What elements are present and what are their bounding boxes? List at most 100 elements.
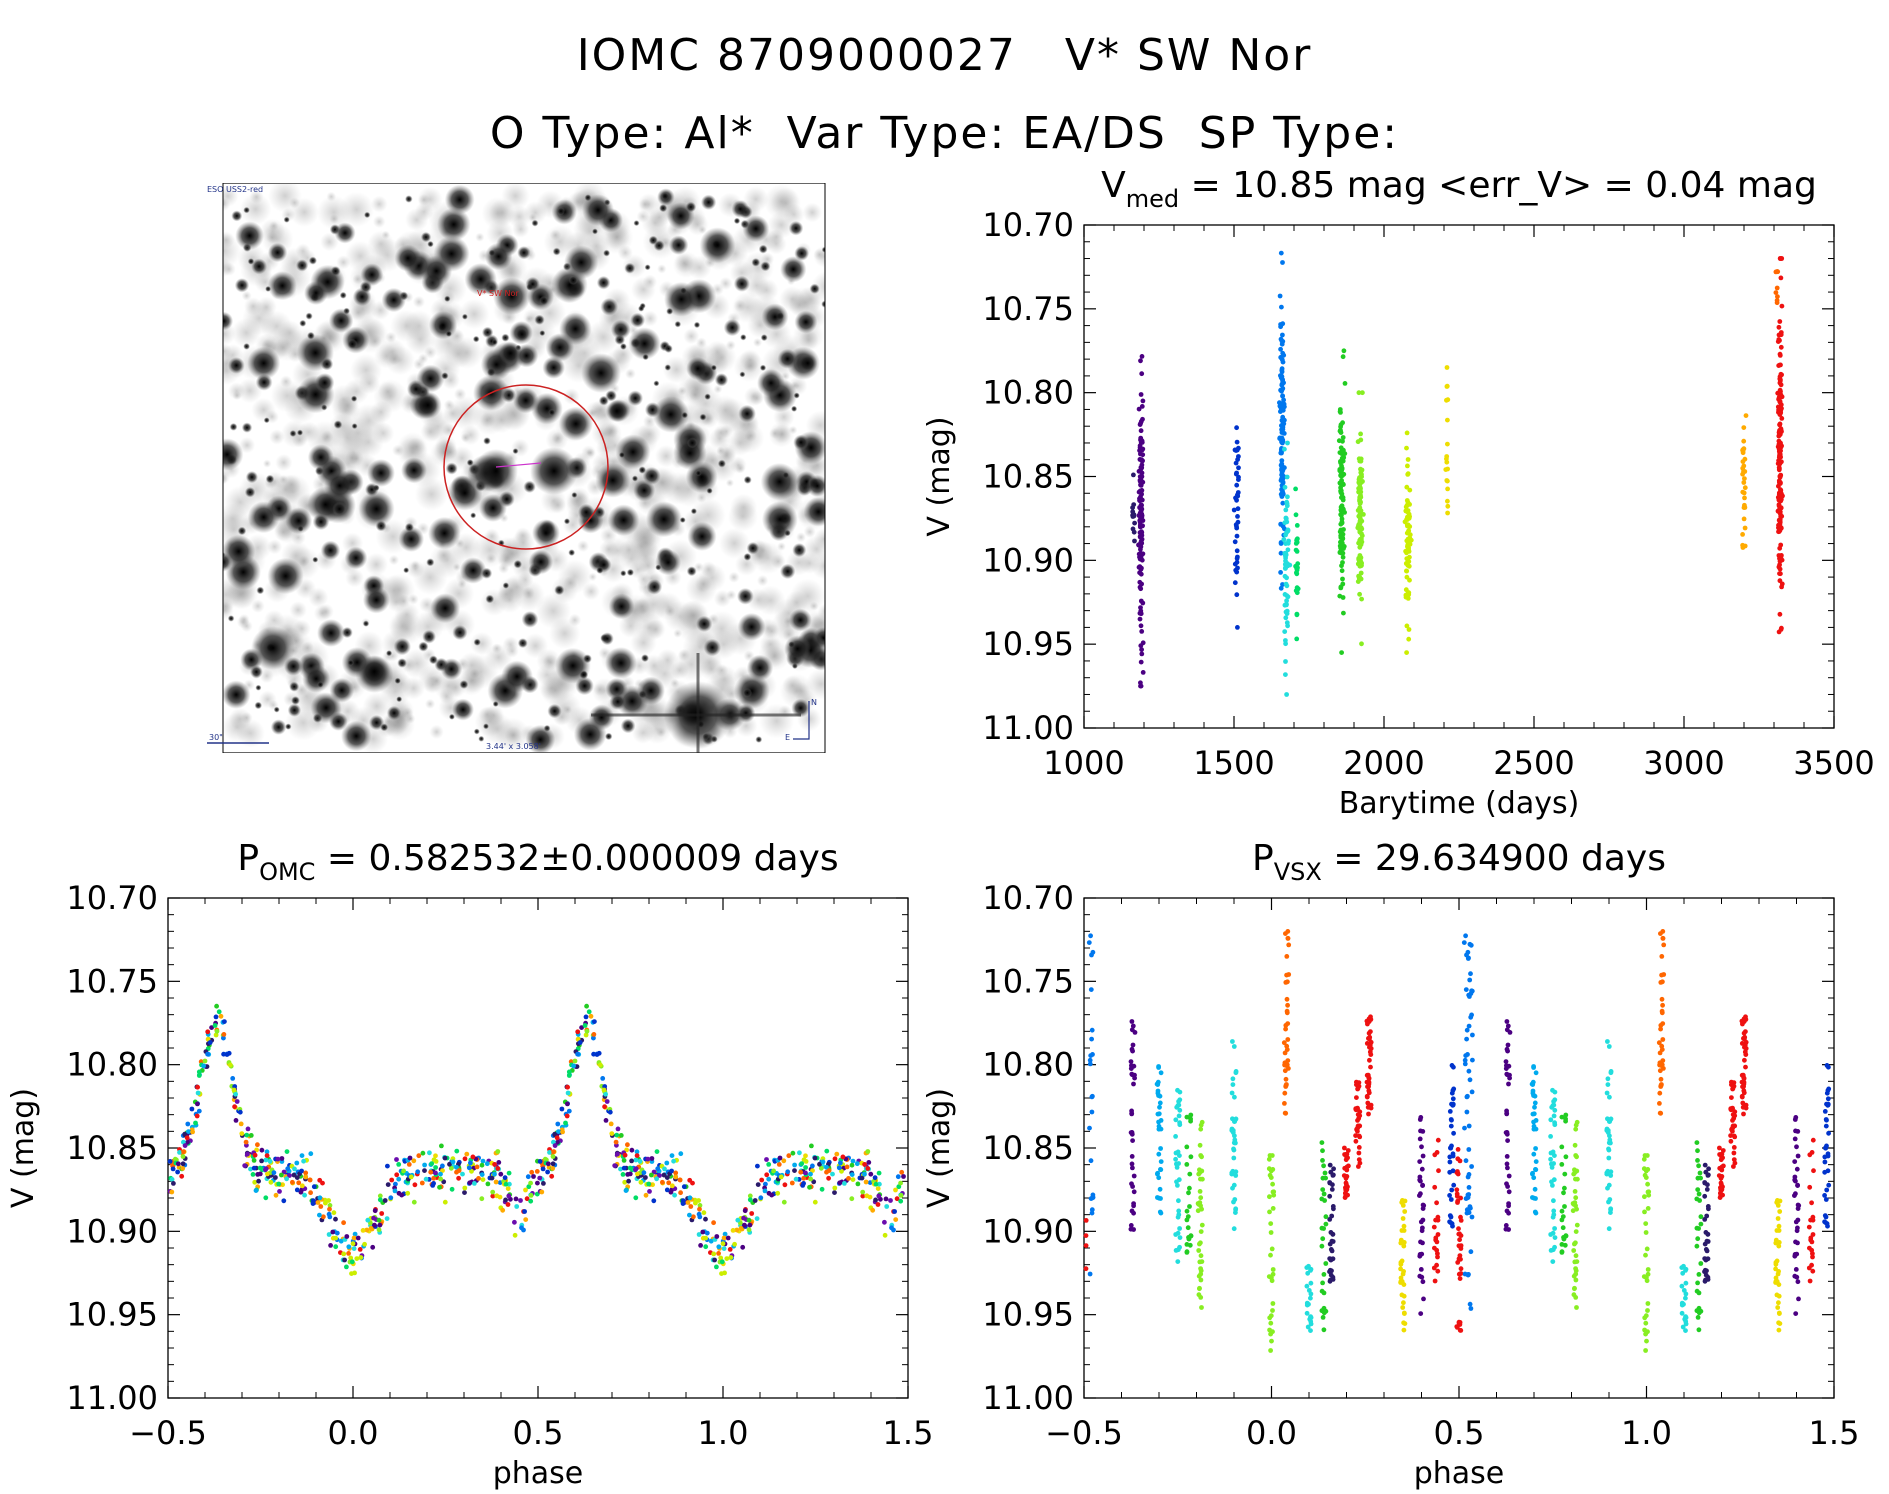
data-point [1139,474,1145,479]
data-point [287,1173,292,1178]
data-point [1550,1183,1555,1188]
data-point [1467,977,1473,983]
data-point [1795,1202,1801,1208]
data-point [1177,1122,1183,1128]
data-point [1356,1164,1361,1169]
data-point [1562,1242,1568,1248]
star [404,522,414,532]
data-point [1277,293,1283,299]
data-point [255,1172,261,1177]
data-point [1810,1232,1816,1237]
data-point [378,1221,384,1226]
data-point [1278,324,1283,330]
data-point [860,1189,866,1195]
data-point [185,1121,191,1127]
data-point [1283,659,1288,664]
background-noise [803,525,816,538]
star [515,327,529,341]
data-point [1561,1235,1567,1241]
data-point [358,1255,364,1260]
star [603,249,611,257]
data-point [1279,430,1285,435]
data-point [1130,1042,1136,1048]
data-point [1357,1134,1363,1140]
data-point [839,1168,844,1174]
data-point [1368,1017,1374,1022]
data-point [762,1188,768,1194]
data-point [1138,554,1144,560]
data-point [1605,1116,1610,1122]
data-point [1280,424,1286,430]
data-point [1138,451,1143,457]
data-point [244,1161,250,1167]
compass-east-label: E [785,733,790,742]
data-point [1283,1063,1289,1068]
data-point [1320,1187,1326,1192]
data-point [1531,1195,1537,1201]
data-point [1550,1103,1556,1108]
data-point [1405,508,1411,513]
data-point [308,1190,313,1196]
data-point [1465,1272,1471,1278]
data-point [1156,1111,1162,1117]
data-point [1156,1126,1162,1132]
data-point [433,1170,438,1176]
data-point [888,1198,893,1203]
data-point [1157,1093,1163,1099]
data-point [1176,1099,1181,1104]
data-point [1740,459,1746,464]
data-point [636,1174,641,1179]
data-point [354,1256,360,1261]
bright-star [367,459,395,487]
star [738,404,756,423]
data-point [1642,1194,1647,1200]
background-noise [536,648,561,673]
data-point [1356,560,1362,566]
data-point [380,1200,386,1205]
data-point [1826,1182,1832,1188]
data-point [824,1148,830,1154]
data-point [1792,1193,1797,1198]
background-noise [563,705,573,715]
data-point [263,1195,269,1201]
data-point [1465,1195,1471,1200]
data-point [865,1166,871,1171]
data-point [195,1101,200,1107]
data-point [1284,503,1290,509]
data-point [1454,1187,1460,1193]
data-point [614,1142,619,1148]
data-point [1776,517,1782,523]
data-point [433,1159,439,1164]
data-point [1139,529,1144,534]
data-point [1405,546,1411,552]
data-point [1777,578,1783,584]
data-point [1407,541,1413,547]
data-point [1773,1275,1779,1281]
data-point [1795,1182,1800,1188]
data-point [1365,1100,1371,1106]
data-point [1139,480,1145,486]
data-point [479,1162,485,1168]
data-point [1294,567,1300,573]
data-point [1605,1039,1610,1044]
data-point [285,1169,290,1175]
data-point [1359,563,1364,568]
data-point [1825,1101,1831,1107]
data-point [604,1099,610,1104]
data-point [257,1165,263,1171]
data-point [1574,1206,1579,1212]
data-point [376,1227,382,1233]
data-point [1279,473,1285,478]
data-point [1174,1161,1179,1167]
data-point [350,1238,356,1244]
data-point [1505,1023,1511,1029]
data-point [1698,1261,1704,1266]
data-point [1279,476,1284,482]
background-noise [396,594,411,609]
data-point [792,1162,797,1168]
data-point [224,1051,230,1057]
data-point [1266,1156,1272,1162]
bright-star [304,281,328,305]
data-point [1235,554,1240,560]
data-point [299,1187,305,1192]
